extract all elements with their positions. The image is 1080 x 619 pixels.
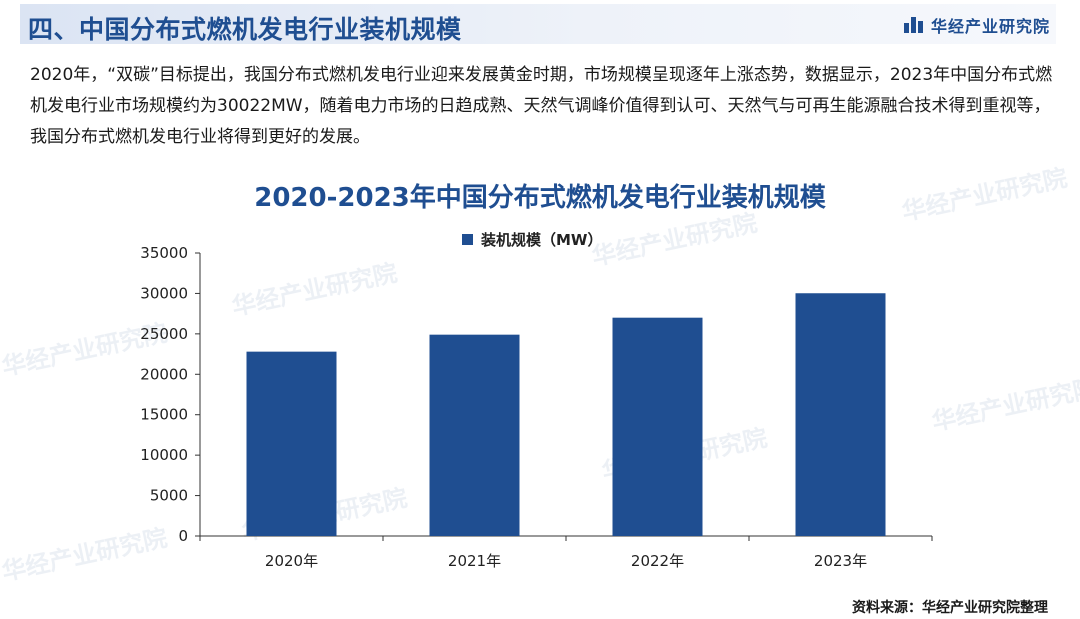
x-tick-label: 2020年 xyxy=(265,552,318,570)
legend-swatch xyxy=(462,234,473,245)
y-tick-label: 30000 xyxy=(140,284,188,302)
brand-logo-icon xyxy=(903,17,923,33)
bar xyxy=(429,334,520,536)
section-title: 四、中国分布式燃机发电行业装机规模 xyxy=(28,15,462,44)
intro-paragraph: 2020年，“双碳”目标提出，我国分布式燃机发电行业迎来发展黄金时期，市场规模呈… xyxy=(30,65,1053,147)
chart-legend: 装机规模（MW） xyxy=(462,229,602,250)
bar xyxy=(612,317,703,536)
y-tick-label: 25000 xyxy=(140,325,188,343)
y-tick-label: 0 xyxy=(178,527,188,545)
y-tick-label: 20000 xyxy=(140,365,188,383)
x-tick-label: 2021年 xyxy=(448,552,501,570)
y-tick-label: 10000 xyxy=(140,446,188,464)
y-tick-label: 5000 xyxy=(150,487,188,505)
brand-name: 华经产业研究院 xyxy=(930,17,1050,36)
brand: 华经产业研究院 xyxy=(903,13,1050,37)
source-note: 资料来源：华经产业研究院整理 xyxy=(852,600,1048,616)
section-header-bar xyxy=(20,4,1056,44)
y-tick-label: 35000 xyxy=(140,244,188,262)
chart-title: 2020-2023年中国分布式燃机发电行业装机规模 xyxy=(254,183,826,213)
bar xyxy=(246,351,337,536)
bar xyxy=(795,293,886,536)
x-tick-label: 2023年 xyxy=(814,552,867,570)
legend-label: 装机规模（MW） xyxy=(481,231,603,249)
x-tick-label: 2022年 xyxy=(631,552,684,570)
y-tick-label: 15000 xyxy=(140,406,188,424)
